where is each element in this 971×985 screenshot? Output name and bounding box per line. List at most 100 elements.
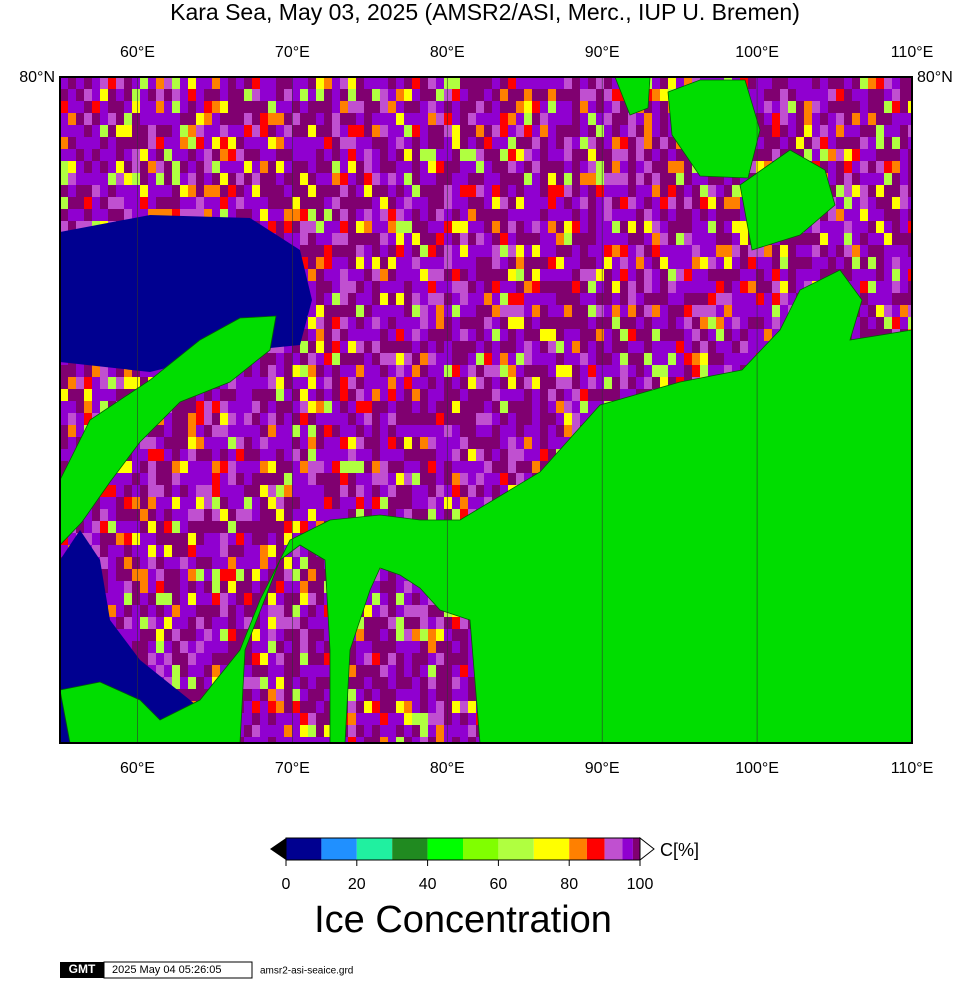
ice-cell <box>244 197 252 209</box>
ice-cell <box>884 113 892 125</box>
ice-cell <box>204 101 212 113</box>
ice-cell <box>508 317 516 329</box>
ice-cell <box>276 461 284 473</box>
ice-cell <box>884 257 892 269</box>
ice-cell <box>284 425 292 437</box>
ice-cell <box>652 137 660 149</box>
ice-cell <box>276 437 284 449</box>
ice-cell <box>396 425 404 437</box>
ice-cell <box>484 305 492 317</box>
ice-cell <box>156 581 164 593</box>
ice-cell <box>148 485 156 497</box>
ice-cell <box>508 401 516 413</box>
ice-cell <box>692 245 700 257</box>
ice-cell <box>404 581 412 593</box>
ice-cell <box>404 197 412 209</box>
ice-cell <box>500 425 508 437</box>
ice-cell <box>428 77 436 89</box>
ice-cell <box>508 437 516 449</box>
ice-cell <box>636 293 644 305</box>
ice-cell <box>716 209 724 221</box>
ice-cell <box>132 209 140 221</box>
ice-cell <box>868 329 876 341</box>
ice-cell <box>900 221 908 233</box>
ice-cell <box>332 413 340 425</box>
ice-cell <box>716 305 724 317</box>
ice-cell <box>348 341 356 353</box>
ice-cell <box>452 365 460 377</box>
ice-cell <box>276 185 284 197</box>
ice-cell <box>164 101 172 113</box>
ice-cell <box>84 365 92 377</box>
ice-cell <box>668 329 676 341</box>
ice-cell <box>220 113 228 125</box>
ice-cell <box>316 317 324 329</box>
ice-cell <box>380 581 388 593</box>
ice-cell <box>604 221 612 233</box>
ice-cell <box>140 569 148 581</box>
ice-cell <box>708 305 716 317</box>
ice-cell <box>356 413 364 425</box>
ice-cell <box>356 365 364 377</box>
ice-cell <box>396 389 404 401</box>
ice-cell <box>676 281 684 293</box>
ice-cell <box>668 293 676 305</box>
ice-cell <box>764 293 772 305</box>
ice-cell <box>212 77 220 89</box>
ice-cell <box>748 161 756 173</box>
ice-cell <box>300 401 308 413</box>
ice-cell <box>500 197 508 209</box>
ice-cell <box>156 113 164 125</box>
ice-cell <box>828 137 836 149</box>
ice-cell <box>308 581 316 593</box>
ice-cell <box>364 461 372 473</box>
ice-cell <box>428 281 436 293</box>
ice-cell <box>204 149 212 161</box>
ice-cell <box>884 173 892 185</box>
ice-cell <box>612 233 620 245</box>
ice-cell <box>868 197 876 209</box>
ice-cell <box>540 149 548 161</box>
ice-cell <box>388 173 396 185</box>
ice-cell <box>132 617 140 629</box>
ice-cell <box>100 89 108 101</box>
ice-cell <box>460 77 468 89</box>
ice-cell <box>764 245 772 257</box>
ice-cell <box>68 413 76 425</box>
ice-cell <box>476 389 484 401</box>
ice-cell <box>172 137 180 149</box>
ice-cell <box>892 161 900 173</box>
ice-cell <box>116 593 124 605</box>
ice-cell <box>116 173 124 185</box>
ice-cell <box>196 521 204 533</box>
ice-cell <box>308 113 316 125</box>
ice-cell <box>124 605 132 617</box>
ice-cell <box>708 341 716 353</box>
ice-cell <box>764 257 772 269</box>
ice-cell <box>356 617 364 629</box>
ice-cell <box>252 89 260 101</box>
ice-cell <box>604 365 612 377</box>
ice-cell <box>276 533 284 545</box>
ice-cell <box>60 125 68 137</box>
ice-cell <box>68 125 76 137</box>
ice-cell <box>252 185 260 197</box>
ice-cell <box>92 401 100 413</box>
ice-cell <box>140 629 148 641</box>
ice-cell <box>852 329 860 341</box>
ice-cell <box>132 89 140 101</box>
ice-cell <box>676 353 684 365</box>
ice-cell <box>100 197 108 209</box>
ice-cell <box>292 161 300 173</box>
ice-cell <box>444 353 452 365</box>
ice-cell <box>268 425 276 437</box>
ice-cell <box>228 197 236 209</box>
ice-cell <box>572 293 580 305</box>
ice-cell <box>548 89 556 101</box>
ice-cell <box>196 173 204 185</box>
ice-cell <box>412 473 420 485</box>
ice-cell <box>132 449 140 461</box>
ice-cell <box>564 125 572 137</box>
ice-cell <box>260 533 268 545</box>
ice-cell <box>116 89 124 101</box>
